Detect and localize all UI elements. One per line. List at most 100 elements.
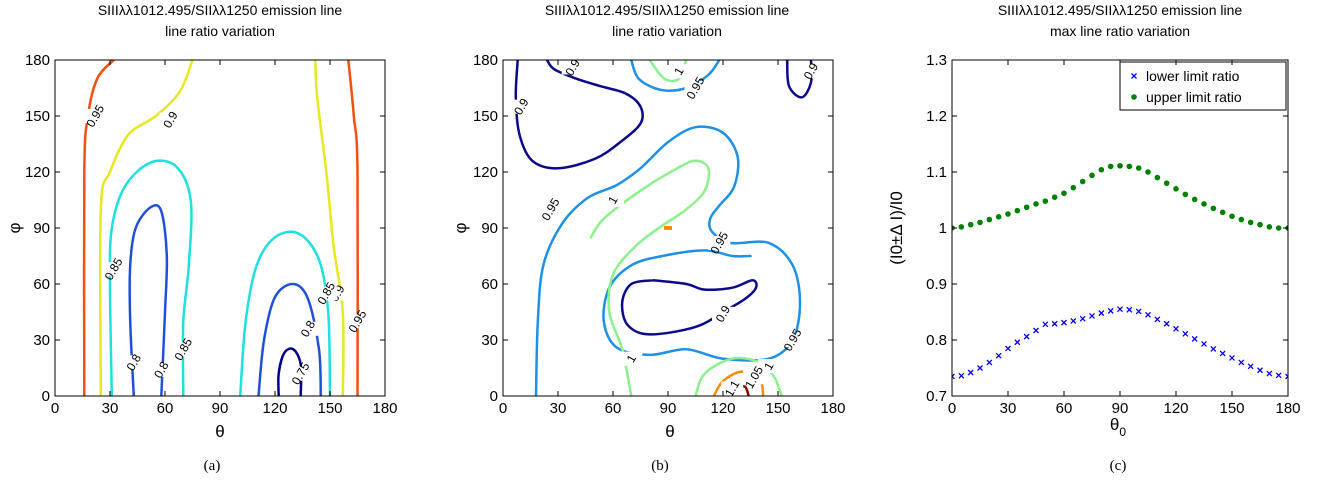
panel-c-upper-limit-point — [1042, 198, 1049, 204]
panel-c-lower-limit-point — [1117, 306, 1123, 313]
panel-c-upper-limit-point — [1247, 219, 1254, 226]
panel-c-xlabel-sub: 0 — [1119, 425, 1126, 439]
panel-c-ytick-label: 0.7 — [926, 388, 947, 405]
panel-c-upper-limit-point — [1023, 204, 1030, 211]
panel-c-lower-limit-point — [1107, 307, 1114, 314]
panel-c-lower-limit-point — [1042, 321, 1049, 328]
panel-c-upper-limit-point — [1210, 205, 1217, 212]
panel-b-contour-label-bg — [510, 99, 533, 114]
panel-c-upper-limit-point — [1070, 184, 1077, 191]
panel-a-ytick-label: 90 — [33, 220, 50, 237]
panel-c-lower-limit-point — [958, 372, 965, 379]
panel-c-lower-limit-point — [1079, 315, 1086, 322]
panel-c-lower-limit-point — [1238, 359, 1245, 366]
panel-b-xtick-label: 150 — [765, 400, 790, 417]
panel-c-lower-limit-point — [1005, 345, 1011, 352]
panel-c-upper-limit-point — [1145, 169, 1151, 175]
panel-a-ytick-label: 60 — [33, 276, 50, 293]
panel-b-caption: (b) — [651, 458, 669, 474]
panel-c-upper-limit-point — [1154, 174, 1161, 181]
panel-c-lower-limit-point — [977, 365, 983, 371]
panel-b-point-marker — [664, 226, 672, 230]
panel-c-legend-label: upper limit ratio — [1146, 89, 1242, 105]
panel-a-ylabel: φ — [5, 222, 24, 233]
panel-c-xtick-label: 60 — [1056, 400, 1073, 417]
panel-c-lower-limit-point — [1135, 308, 1142, 315]
panel-b-contour-label-bg — [668, 64, 690, 79]
panel-b-contour-label: 1.1 — [722, 378, 743, 400]
panel-b-ytick-label: 0 — [490, 388, 498, 405]
panel-c-upper-limit-point — [1238, 216, 1245, 223]
panel-a-ytick-label: 120 — [25, 164, 50, 181]
panel-c-lower-limit-point — [1051, 320, 1058, 327]
panel-b-contour-line-0_9 — [514, 60, 644, 170]
panel-c-upper-limit-point — [977, 219, 983, 226]
panel-c-legend-marker-lower — [1131, 73, 1137, 79]
panel-a-ytick-label: 30 — [33, 332, 50, 349]
panel-a-xtick-label: 180 — [372, 400, 397, 417]
panel-c-xlabel-main: θ — [1110, 415, 1119, 434]
panel-c-upper-limit-point — [1257, 221, 1263, 228]
panel-c-upper-limit-point — [1163, 180, 1170, 186]
panel-b-title-line1: SIIIλλ1012.495/SIIλλ1250 emission line — [545, 2, 790, 18]
panel-b-xtick-label: 0 — [499, 400, 507, 417]
panel-b-ytick-label: 90 — [481, 220, 498, 237]
panel-a-contour-label-bg — [315, 286, 338, 301]
panel-c-title-line1: SIIIλλ1012.495/SIIλλ1250 emission line — [998, 2, 1243, 18]
panel-c-ytick-label: 0.9 — [926, 276, 947, 293]
panel-c-legend-box — [1119, 61, 1287, 111]
panel-b-xtick-label: 90 — [660, 400, 677, 417]
panel-c-lower-limit-point — [1201, 340, 1207, 347]
panel-b-ytick-label: 180 — [473, 52, 498, 69]
panel-c-upper-limit-point — [1201, 201, 1207, 207]
panel-c-lower-limit-point — [1257, 367, 1263, 374]
panel-c-upper-limit-point — [1051, 194, 1058, 200]
panel-c-plot — [952, 163, 1288, 380]
contour-panel-a: SIIIλλ1012.495/SIIλλ1250 emission line l… — [5, 2, 398, 474]
panel-a-xtick-label: 60 — [157, 400, 174, 417]
panel-b-title-line2: line ratio variation — [612, 23, 722, 39]
panel-c-xtick-label: 90 — [1112, 400, 1129, 417]
panel-c-upper-limit-point — [1089, 172, 1095, 179]
panel-a-contour-label-bg — [289, 366, 312, 381]
panel-a-xtick-label: 120 — [262, 400, 287, 417]
panel-c-upper-limit-point — [1135, 165, 1142, 171]
panel-b-contour-label-bg — [757, 359, 780, 374]
panel-c-lower-limit-point — [995, 352, 1002, 359]
panel-a-contour-label-bg — [346, 314, 369, 329]
contour-panel-b: SIIIλλ1012.495/SIIλλ1250 emission line l… — [451, 2, 846, 474]
panel-b-xtick-label: 30 — [550, 400, 567, 417]
panel-a-ytick-label: 180 — [25, 52, 50, 69]
panel-c-legend-label: lower limit ratio — [1146, 68, 1240, 84]
panel-c-upper-limit-point — [1061, 190, 1067, 197]
panel-b-ytick-label: 60 — [481, 276, 498, 293]
panel-b-contour-label-bg — [539, 202, 562, 217]
panel-a-contour-line-0_8 — [128, 204, 169, 396]
panel-a-contour-line-0_75 — [277, 347, 303, 396]
panel-b-contour-label-bg — [800, 64, 822, 79]
panel-b-xtick-label: 120 — [710, 400, 735, 417]
panel-b-contour-label-bg — [712, 306, 734, 321]
panel-b-contour-line-1 — [589, 159, 711, 396]
panel-c-upper-limit-point — [1098, 166, 1105, 173]
panel-b-contour-label-bg — [561, 60, 584, 75]
panel-b-xtick-label: 180 — [820, 400, 845, 417]
panel-a-xtick-label: 150 — [317, 400, 342, 417]
panel-c-upper-limit-point — [1014, 207, 1021, 214]
panel-b-contour-line-1 — [694, 356, 783, 396]
panel-c-upper-limit-point — [1079, 178, 1086, 185]
panel-c-upper-limit-point — [1173, 186, 1179, 192]
panel-c-lower-limit-point — [1154, 316, 1161, 323]
panel-a-contour-line-0_95 — [82, 60, 115, 396]
panel-c-lower-limit-point — [1191, 335, 1198, 342]
panel-b-contour-label-bg — [602, 193, 624, 207]
panel-c-ytick-label: 1.2 — [926, 108, 947, 125]
panel-a-ytick-label: 0 — [42, 388, 50, 405]
panel-c-xtick-label: 30 — [1000, 400, 1017, 417]
panel-c-lower-limit-point — [1014, 339, 1021, 346]
panel-c-lower-limit-point — [1033, 327, 1039, 334]
panel-c-upper-limit-point — [1107, 163, 1114, 170]
panel-c-lower-limit-point — [1098, 310, 1105, 317]
panel-c-lower-limit-point — [1229, 354, 1235, 361]
